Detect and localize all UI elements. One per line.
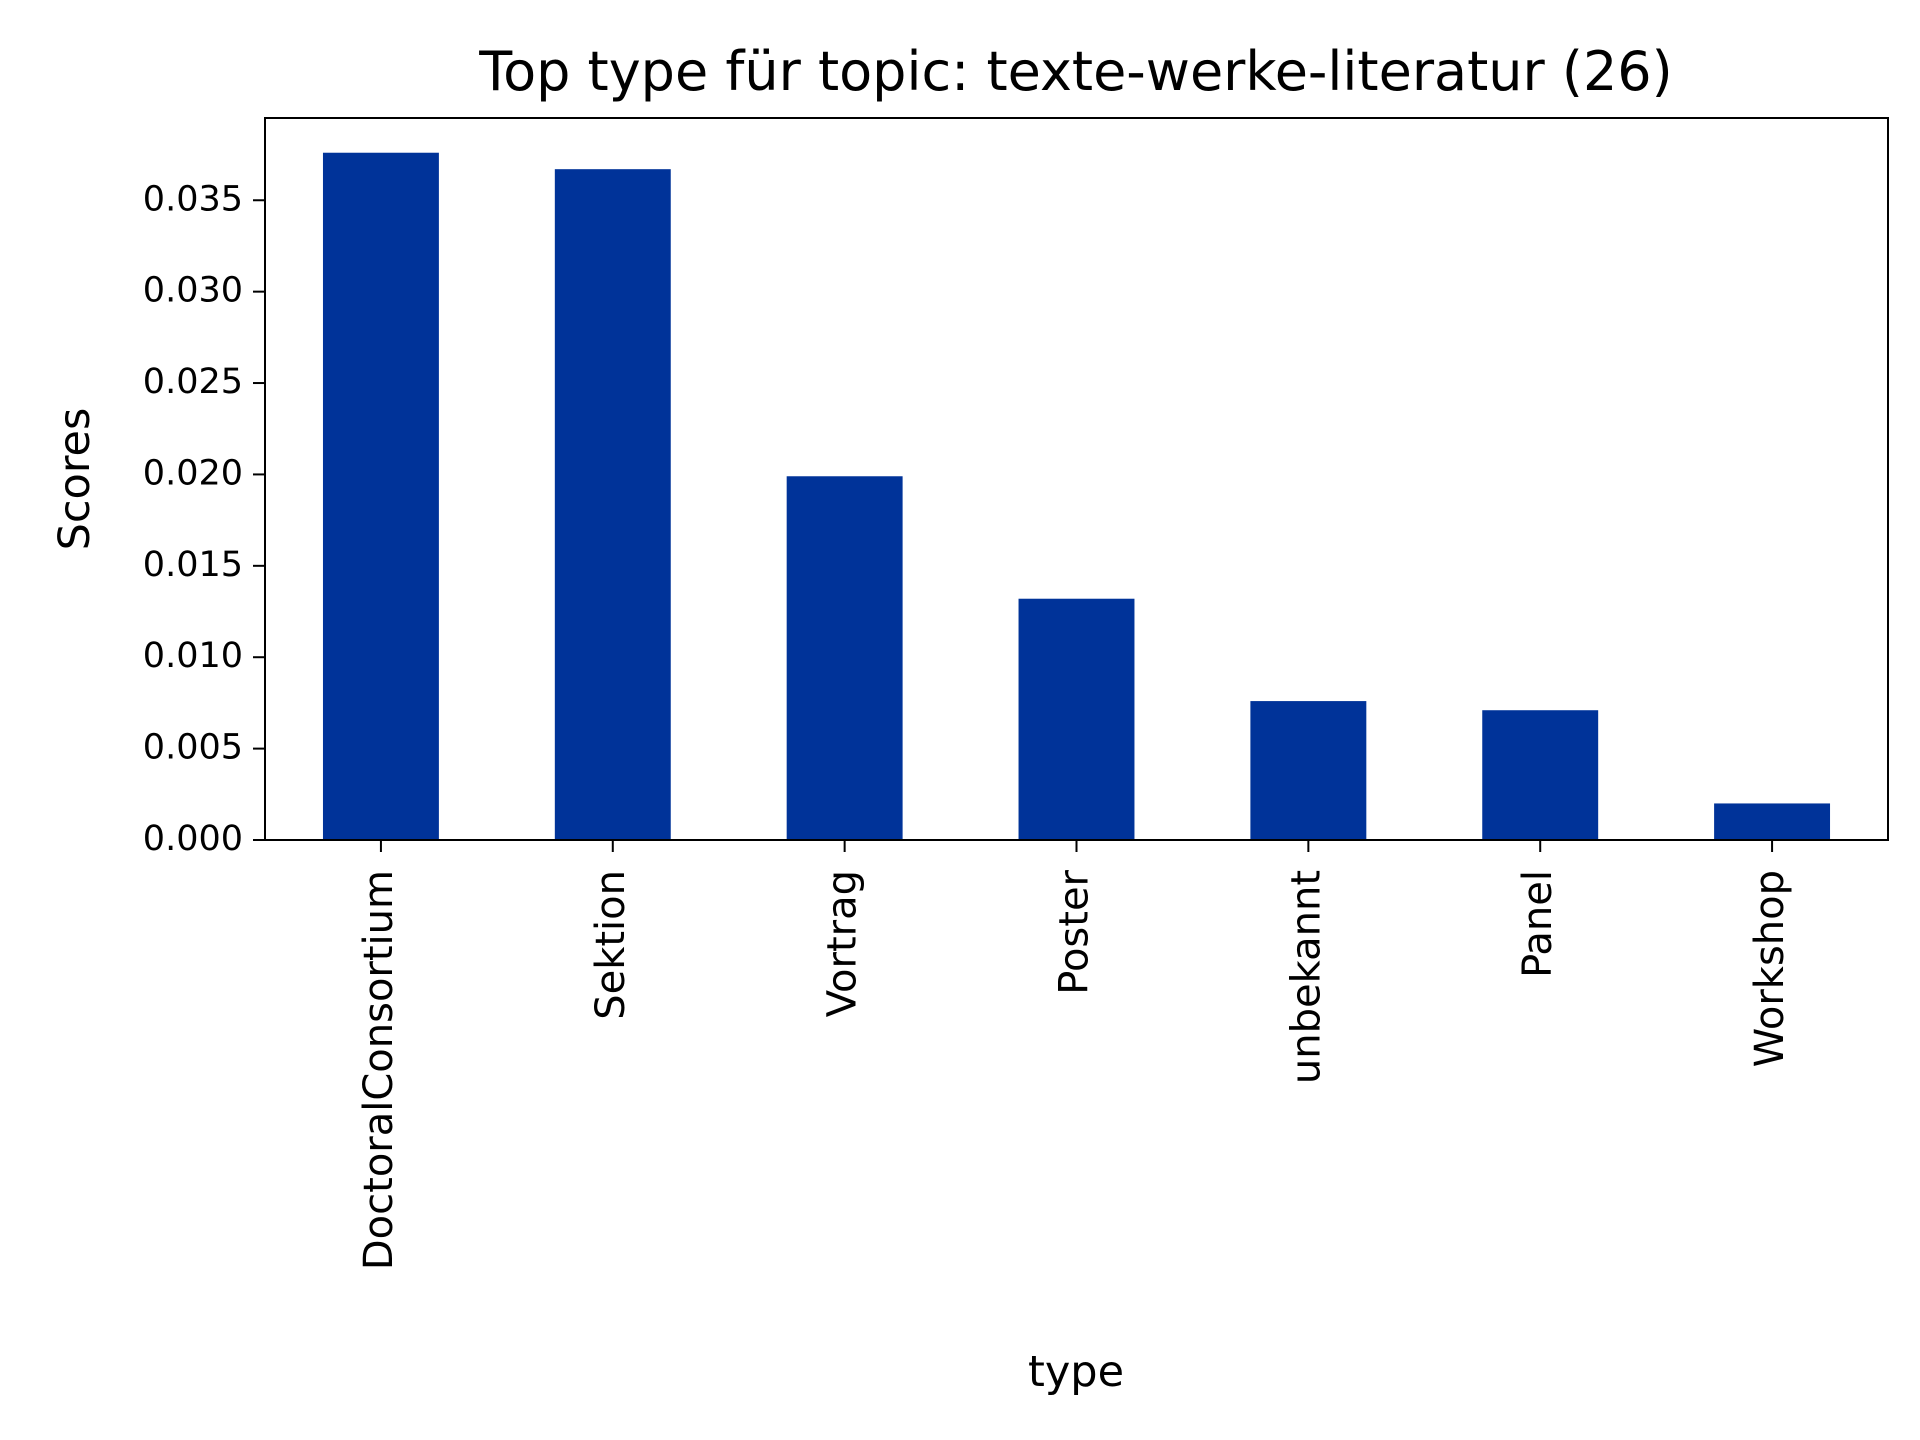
- y-tick-label: 0.015: [143, 545, 243, 585]
- y-tick-label: 0.000: [143, 819, 243, 859]
- x-tick-label: Workshop: [1747, 870, 1793, 1067]
- bar-poster: [1018, 598, 1135, 840]
- y-axis-label: Scores: [50, 408, 100, 551]
- x-tick-label: Poster: [1052, 869, 1098, 994]
- y-tick-label: 0.025: [143, 362, 243, 402]
- bar-unbekannt: [1250, 701, 1367, 840]
- x-tick-label: Sektion: [588, 870, 634, 1020]
- bar-doctoralconsortium: [322, 152, 439, 840]
- x-tick-label: Panel: [1515, 870, 1561, 978]
- x-axis-label: type: [1028, 1347, 1124, 1397]
- bar-vortrag: [786, 476, 903, 840]
- bar-sektion: [554, 169, 671, 840]
- x-tick-label: DoctoralConsortium: [356, 870, 402, 1270]
- x-tick-label: unbekannt: [1283, 870, 1329, 1084]
- bar-workshop: [1714, 803, 1831, 840]
- y-tick-label: 0.005: [143, 728, 243, 768]
- plot-frame: [264, 117, 1889, 841]
- chart-title: Top type für topic: texte-werke-literatu…: [478, 40, 1672, 103]
- y-tick-label: 0.030: [143, 271, 243, 311]
- y-tick-label: 0.020: [143, 453, 243, 493]
- x-tick-label: Vortrag: [820, 870, 866, 1017]
- y-tick-label: 0.010: [143, 636, 243, 676]
- bar-panel: [1482, 710, 1599, 840]
- plot-area: 0.000 0.005 0.010 0.015 0.020 0.025 0.030 0.035…: [143, 152, 1831, 1270]
- y-tick-label: 0.035: [143, 179, 243, 219]
